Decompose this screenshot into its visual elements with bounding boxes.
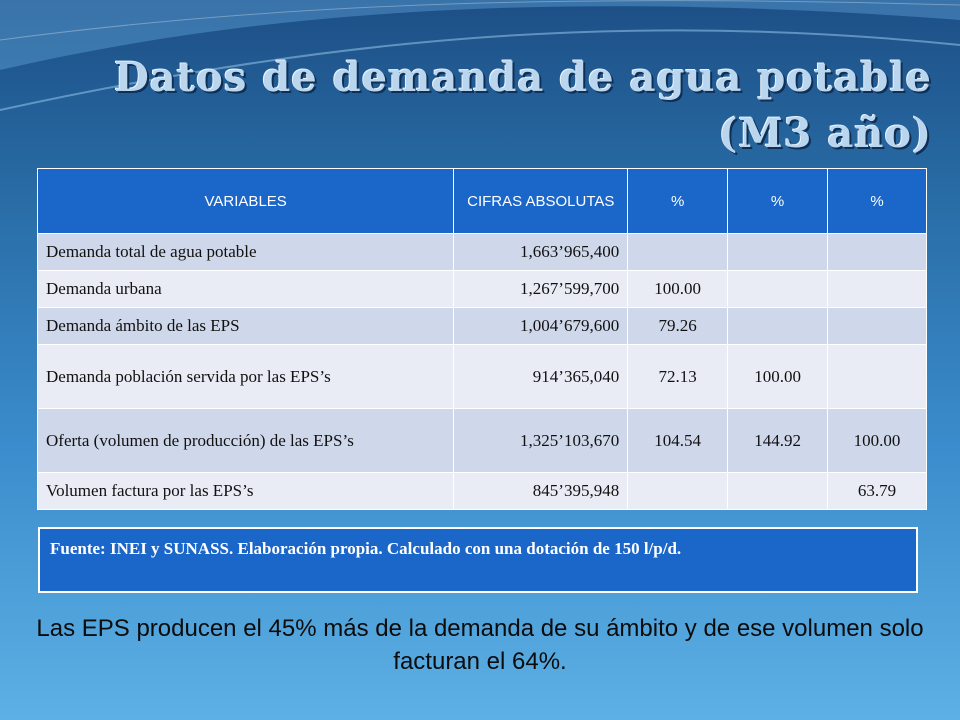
cell-percent-3 xyxy=(827,233,927,271)
cell-percent-2 xyxy=(727,270,829,308)
cell-percent-3: 63.79 xyxy=(827,472,927,510)
cell-percent-3: 100.00 xyxy=(827,408,927,473)
cell-percent-2: 144.92 xyxy=(727,408,829,473)
cell-cifra: 1,325’103,670 xyxy=(453,408,629,473)
demand-table: VARIABLES CIFRAS ABSOLUTAS % % % Demanda… xyxy=(36,168,927,510)
cell-percent-1: 100.00 xyxy=(627,270,729,308)
cell-percent-1: 72.13 xyxy=(627,344,729,409)
cell-percent-2 xyxy=(727,233,829,271)
cell-cifra: 1,267’599,700 xyxy=(453,270,629,308)
cell-variable: Volumen factura por las EPS’s xyxy=(36,472,455,510)
table-row: Oferta (volumen de producción) de las EP… xyxy=(36,408,927,473)
title-line-1: Datos de demanda de agua potable xyxy=(114,54,932,101)
header-percent-1: % xyxy=(627,168,729,234)
cell-percent-3 xyxy=(827,344,927,409)
header-percent-3: % xyxy=(827,168,927,234)
cell-cifra: 1,663’965,400 xyxy=(453,233,629,271)
header-variables: VARIABLES xyxy=(36,168,455,234)
cell-percent-1 xyxy=(627,233,729,271)
cell-variable: Demanda ámbito de las EPS xyxy=(36,307,455,345)
table-row: Demanda población servida por las EPS’s … xyxy=(36,344,927,409)
cell-percent-2 xyxy=(727,307,829,345)
cell-variable: Oferta (volumen de producción) de las EP… xyxy=(36,408,455,473)
table-row: Demanda total de agua potable 1,663’965,… xyxy=(36,233,927,271)
cell-cifra: 1,004’679,600 xyxy=(453,307,629,345)
table-header-row: VARIABLES CIFRAS ABSOLUTAS % % % xyxy=(36,168,927,234)
slide-title: Datos de demanda de agua potable (M3 año… xyxy=(32,50,932,162)
cell-cifra: 914’365,040 xyxy=(453,344,629,409)
cell-percent-3 xyxy=(827,307,927,345)
cell-percent-1: 104.54 xyxy=(627,408,729,473)
cell-percent-2: 100.00 xyxy=(727,344,829,409)
header-cifras-absolutas: CIFRAS ABSOLUTAS xyxy=(453,168,629,234)
cell-percent-2 xyxy=(727,472,829,510)
cell-percent-1 xyxy=(627,472,729,510)
cell-cifra: 845’395,948 xyxy=(453,472,629,510)
cell-percent-1: 79.26 xyxy=(627,307,729,345)
table-row: Demanda ámbito de las EPS 1,004’679,600 … xyxy=(36,307,927,345)
source-note: Fuente: INEI y SUNASS. Elaboración propi… xyxy=(38,527,918,593)
cell-variable: Demanda total de agua potable xyxy=(36,233,455,271)
cell-percent-3 xyxy=(827,270,927,308)
header-percent-2: % xyxy=(727,168,829,234)
cell-variable: Demanda urbana xyxy=(36,270,455,308)
table-row: Demanda urbana 1,267’599,700 100.00 xyxy=(36,270,927,308)
title-line-2: (M3 año) xyxy=(718,110,932,157)
conclusion-text: Las EPS producen el 45% más de la demand… xyxy=(36,615,924,675)
table-row: Volumen factura por las EPS’s 845’395,94… xyxy=(36,472,927,510)
cell-variable: Demanda población servida por las EPS’s xyxy=(36,344,455,409)
